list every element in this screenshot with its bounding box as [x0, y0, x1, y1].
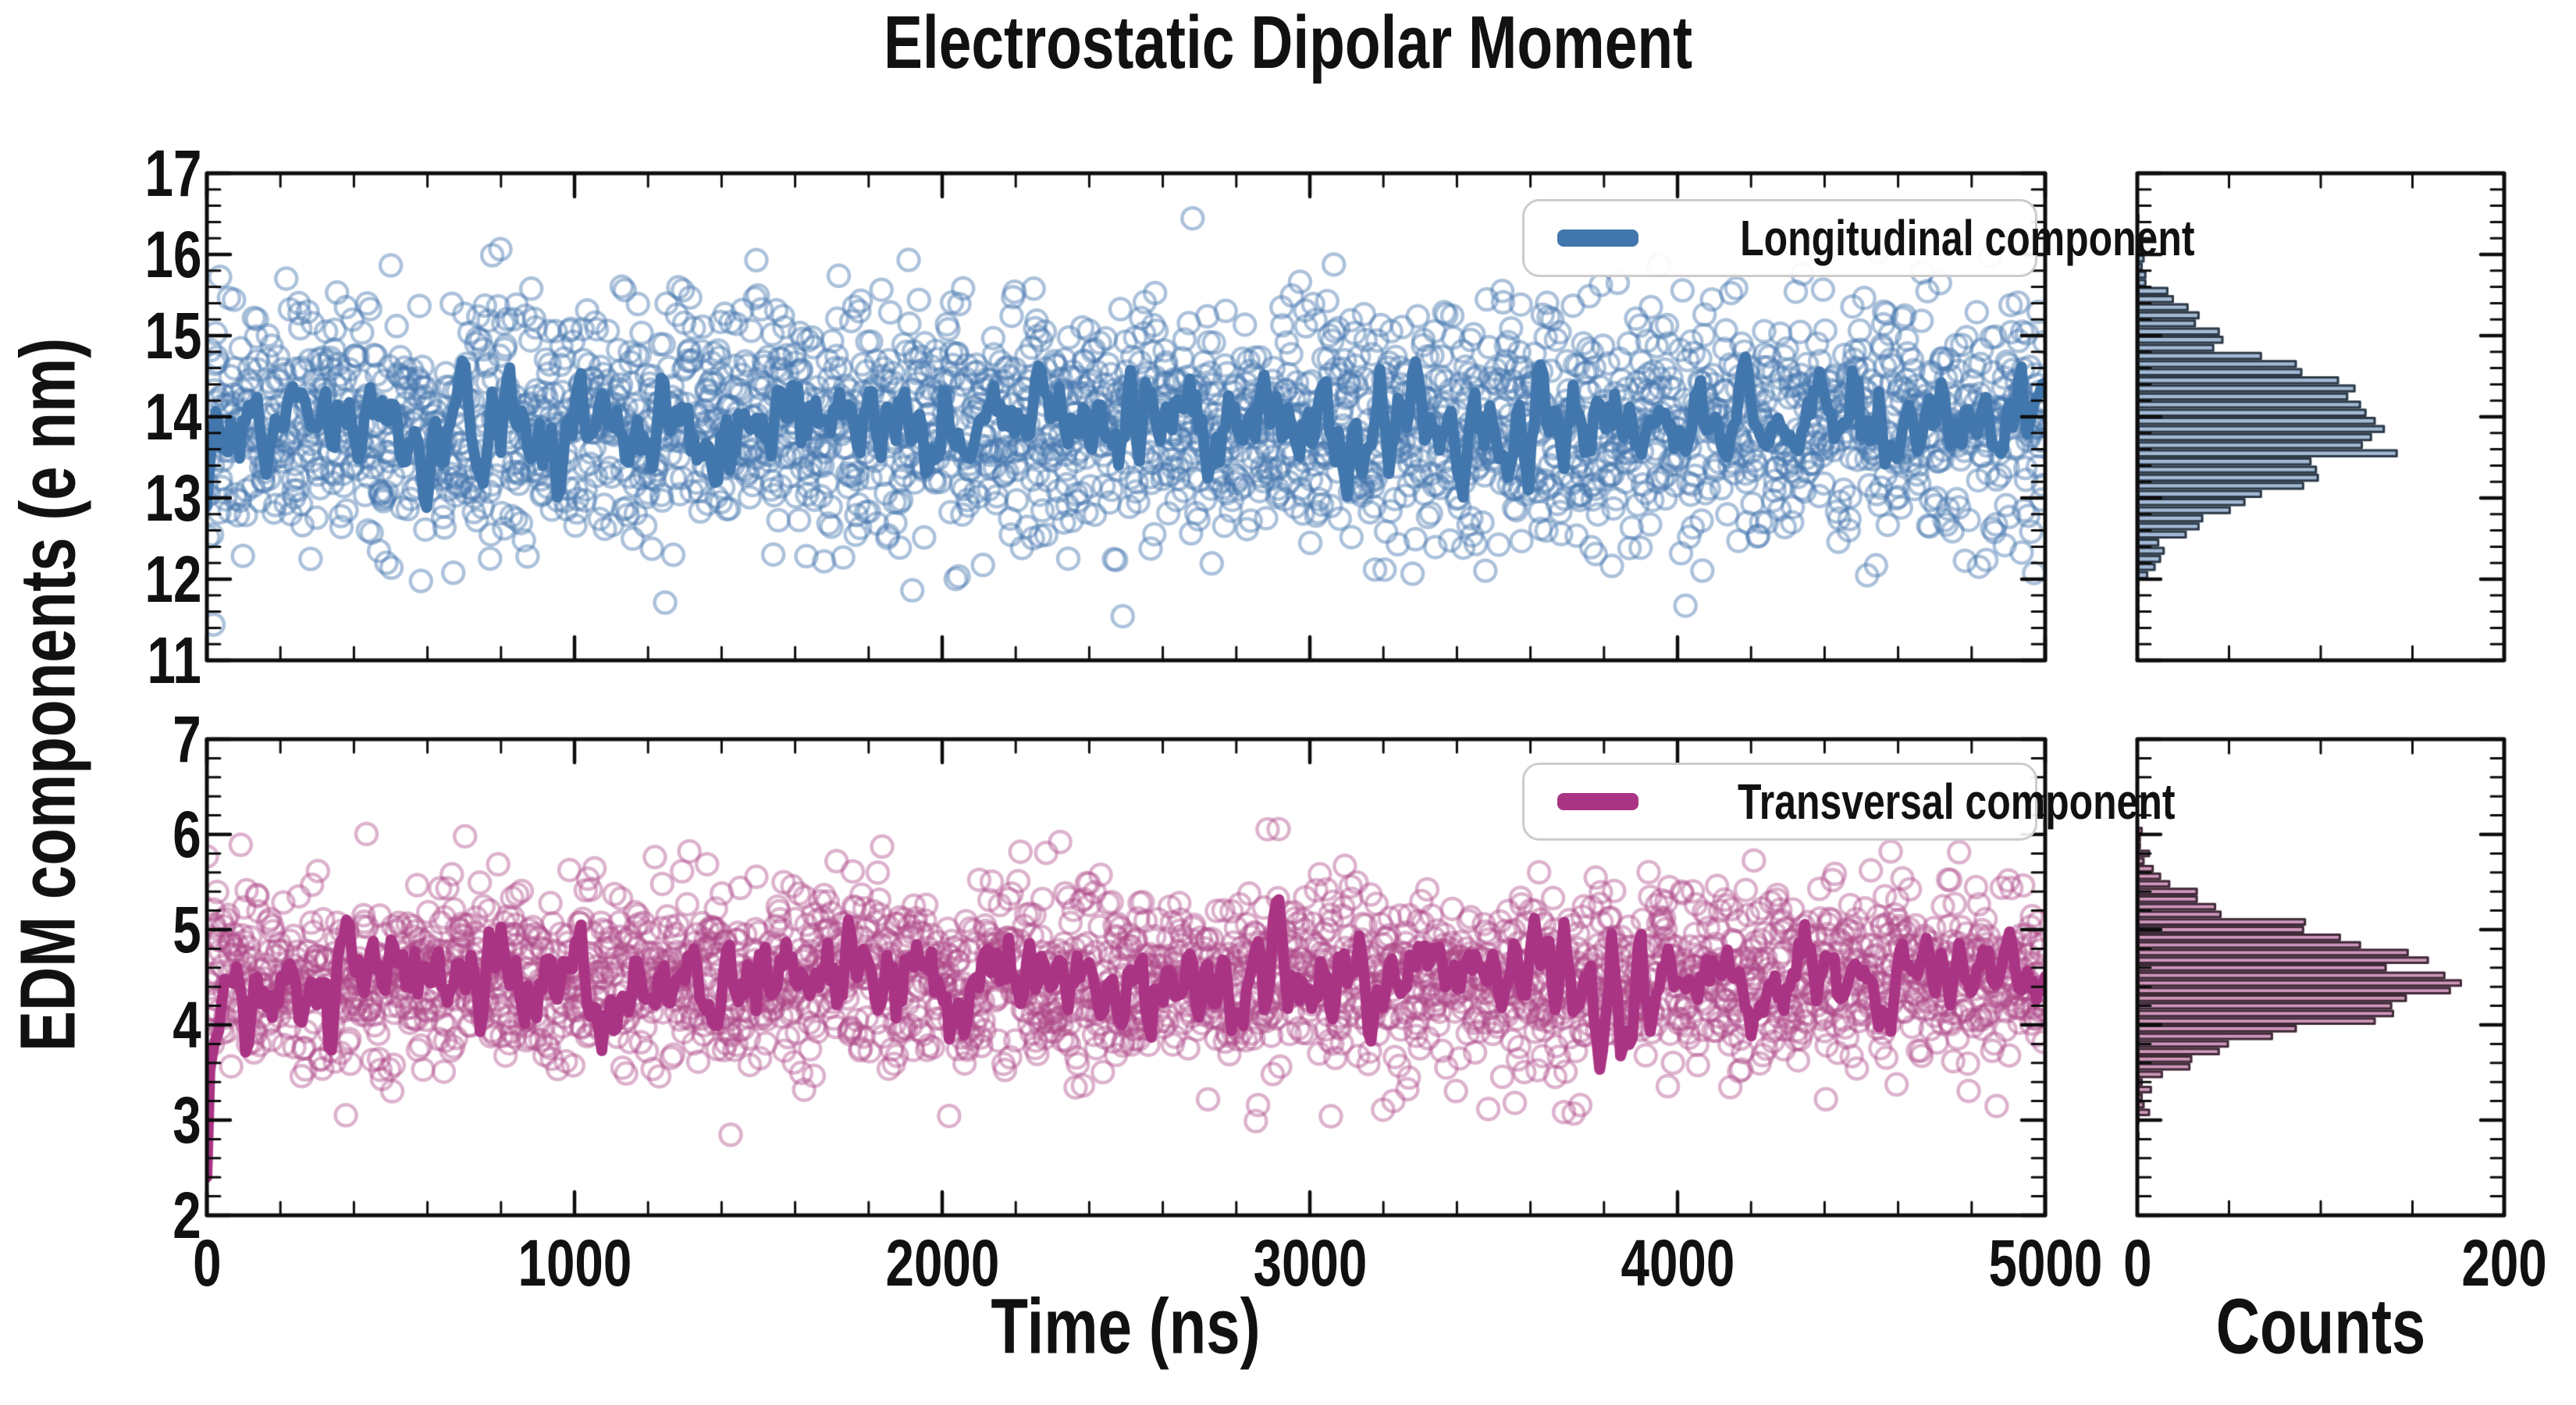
tick-label-text: 2000: [885, 1226, 999, 1300]
figure-title-text: Electrostatic Dipolar Moment: [883, 1, 1693, 84]
y-tick-label: 3: [22, 1081, 201, 1159]
tick-label-text: 6: [173, 798, 201, 871]
x-tick-label: 3000: [1185, 1224, 1435, 1302]
x-tick-label: 1000: [450, 1224, 699, 1302]
y-tick-label: 2: [22, 1176, 201, 1254]
x-tick-label: 200: [2379, 1224, 2576, 1302]
legend-swatch-transversal: [1557, 793, 1638, 810]
figure-title: Electrostatic Dipolar Moment: [770, 0, 1806, 86]
tick-label-text: 11: [147, 624, 201, 697]
legend-swatch-longitudinal: [1557, 229, 1638, 247]
y-tick-label: 7: [22, 700, 201, 778]
x-tick-label: 4000: [1553, 1224, 1802, 1302]
counts-axis-label-text: Counts: [2215, 1282, 2426, 1371]
legend-label-transversal-text: Transversal component: [1738, 774, 2176, 830]
legend-label-transversal: Transversal component: [1676, 773, 2236, 831]
counts-axis-label: Counts: [2186, 1282, 2455, 1372]
x-tick-label: 0: [2012, 1224, 2262, 1302]
x-axis-label: Time (ns): [953, 1282, 1299, 1372]
y-tick-label: 4: [22, 986, 201, 1064]
tick-label-text: 14: [144, 380, 201, 454]
tick-label-text: 13: [144, 461, 201, 535]
tick-label-text: 5000: [1988, 1226, 2102, 1300]
y-tick-label: 5: [22, 891, 201, 969]
y-tick-label: 6: [22, 795, 201, 873]
x-tick-label: 0: [82, 1224, 332, 1302]
legend-longitudinal: Longitudinal component: [1522, 199, 2194, 277]
tick-label-text: 4: [173, 988, 201, 1062]
tick-label-text: 5: [173, 893, 201, 966]
tick-label-text: 16: [144, 218, 201, 291]
tick-label-text: 7: [173, 702, 201, 776]
tick-label-text: 3000: [1253, 1226, 1367, 1300]
tick-label-text: 0: [2122, 1226, 2152, 1300]
y-tick-label: 15: [22, 297, 201, 375]
x-tick-label: 5000: [1920, 1224, 2170, 1302]
legend-transversal: Transversal component: [1522, 763, 2175, 841]
x-axis-label-text: Time (ns): [991, 1282, 1261, 1371]
y-tick-label: 13: [22, 459, 201, 537]
tick-label-text: 3: [173, 1083, 201, 1157]
y-tick-label: 11: [22, 621, 201, 699]
tick-label-text: 0: [192, 1226, 222, 1300]
y-tick-label: 12: [22, 540, 201, 618]
legend-label-longitudinal-text: Longitudinal component: [1740, 210, 2195, 266]
tick-label-text: 12: [144, 542, 201, 616]
y-tick-label: 16: [22, 215, 201, 293]
tick-label-text: 4000: [1621, 1226, 1735, 1300]
tick-label-text: 15: [144, 299, 201, 372]
x-tick-label: 2000: [817, 1224, 1067, 1302]
tick-label-text: 1000: [518, 1226, 632, 1300]
tick-label-text: 2: [173, 1179, 201, 1252]
tick-label-text: 200: [2461, 1226, 2547, 1300]
tick-label-text: 17: [144, 137, 201, 210]
y-tick-label: 17: [22, 134, 201, 212]
y-tick-label: 14: [22, 378, 201, 456]
legend-label-longitudinal: Longitudinal component: [1676, 209, 2259, 267]
